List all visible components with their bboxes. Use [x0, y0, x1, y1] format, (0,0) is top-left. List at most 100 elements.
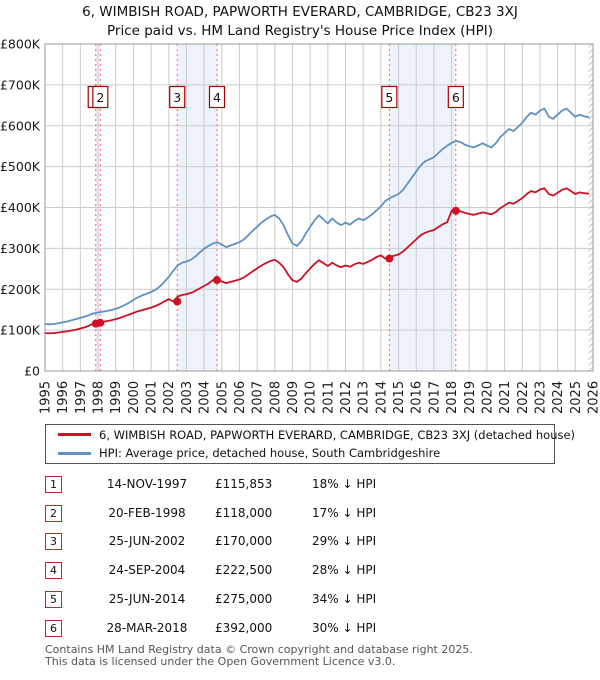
sale-row: 2 20-FEB-1998 £118,000 17% ↓ HPI	[45, 504, 555, 523]
sale-number-box	[169, 85, 186, 109]
sale-vs-hpi: 30% ↓ HPI	[312, 620, 377, 635]
x-axis-tick-label: 2014	[374, 381, 389, 414]
x-axis-tick-label: 2012	[339, 381, 354, 414]
sale-number-badge: 5	[45, 590, 62, 608]
hpi-line	[44, 107, 590, 326]
sale-date: 14-NOV-1997	[106, 477, 188, 491]
legend-swatch-hpi	[58, 451, 91, 455]
x-axis-tick-label: 2015	[392, 381, 407, 414]
x-axis-tick-label: 2024	[551, 381, 566, 414]
chart-subtitle: Price paid vs. HM Land Registry's House …	[107, 23, 493, 39]
sale-number-badge: 6	[45, 619, 62, 637]
y-axis-tick-label: £700K	[0, 77, 41, 92]
y-axis-tick-label: £400K	[0, 200, 41, 215]
x-axis-tick-label: 2025	[569, 381, 584, 414]
y-axis-tick-label: £300K	[0, 241, 41, 256]
sale-number-box-label: 3	[173, 90, 181, 105]
sale-price: £275,000	[215, 591, 273, 606]
x-axis-tick-label: 2008	[268, 381, 283, 414]
sale-price: £118,000	[215, 505, 273, 520]
x-axis-tick-label: 2004	[198, 381, 213, 414]
x-axis-tick-label: 2013	[357, 381, 372, 414]
sale-marker	[213, 276, 222, 285]
x-axis-tick-label: 2002	[162, 381, 177, 414]
legend-item: HPI: Average price, detached house, Sout…	[46, 445, 554, 462]
sale-number-box-label: 4	[213, 90, 221, 105]
sale-date: 28-MAR-2018	[106, 620, 188, 635]
y-axis-tick-label: £100K	[0, 323, 41, 338]
x-axis-tick-label: 2010	[304, 381, 319, 414]
y-axis-tick-label: £600K	[0, 118, 41, 133]
price-paid-line	[44, 187, 590, 335]
future-hatch-region	[588, 44, 593, 371]
sale-price: £392,000	[215, 620, 273, 635]
x-axis-tick-label: 1996	[56, 381, 71, 414]
sale-vs-hpi: 34% ↓ HPI	[312, 591, 377, 606]
legend-swatch-price-paid	[58, 433, 91, 437]
x-axis-tick-label: 2003	[180, 381, 195, 414]
sale-price: £115,853	[215, 477, 273, 491]
sale-date: 24-SEP-2004	[108, 563, 186, 578]
sale-number-box	[381, 85, 398, 109]
sale-number-box	[92, 85, 109, 109]
sale-number-badge: 1	[45, 476, 62, 493]
sale-row: 5 25-JUN-2014 £275,000 34% ↓ HPI	[45, 590, 555, 609]
chart-legend: 6, WIMBISH ROAD, PAPWORTH EVERARD, CAMBR…	[45, 424, 575, 464]
y-axis-tick-label: £500K	[0, 159, 41, 174]
x-axis-tick-label: 2011	[321, 381, 336, 414]
license-footer: Contains HM Land Registry data © Crown c…	[45, 644, 585, 667]
legend-label: 6, WIMBISH ROAD, PAPWORTH EVERARD, CAMBR…	[99, 427, 576, 442]
x-axis-tick-label: 2020	[480, 381, 495, 414]
sale-number-box-label: 5	[385, 90, 393, 105]
license-line-1: Contains HM Land Registry data © Crown c…	[45, 643, 473, 656]
sale-number-box-label: 6	[452, 90, 460, 105]
x-axis-tick-label: 1995	[39, 381, 54, 414]
sale-row: 4 24-SEP-2004 £222,500 28% ↓ HPI	[45, 562, 555, 580]
x-axis-tick-label: 2023	[533, 381, 548, 414]
sale-number-box	[208, 85, 226, 109]
sale-number-badge: 3	[45, 533, 62, 551]
x-axis-tick-label: 1997	[74, 381, 89, 414]
x-axis-tick-label: 2022	[516, 381, 531, 414]
sale-vs-hpi: 17% ↓ HPI	[312, 505, 377, 520]
sale-number-badge: 4	[45, 562, 62, 580]
sale-vs-hpi: 28% ↓ HPI	[312, 563, 377, 578]
x-axis-tick-label: 2005	[215, 381, 230, 414]
sale-date: 20-FEB-1998	[108, 505, 186, 520]
chart-title: 6, WIMBISH ROAD, PAPWORTH EVERARD, CAMBR…	[82, 4, 518, 20]
sale-marker	[385, 254, 394, 263]
sale-marker	[96, 318, 105, 327]
sale-date: 25-JUN-2002	[108, 534, 186, 549]
x-axis-tick-label: 2016	[410, 381, 425, 414]
sale-row: 1 14-NOV-1997 £115,853 18% ↓ HPI	[45, 476, 555, 494]
y-axis-tick-label: £0	[24, 364, 40, 379]
sale-number-box	[447, 85, 464, 109]
legend-label: HPI: Average price, detached house, Sout…	[99, 446, 441, 461]
x-axis-tick-label: 2001	[145, 381, 160, 414]
license-line-2: This data is licensed under the Open Gov…	[45, 654, 396, 668]
x-axis-tick-label: 1999	[109, 381, 124, 414]
y-axis-tick-label: £200K	[0, 282, 41, 297]
x-axis-tick-label: 2026	[587, 381, 600, 414]
sale-number-box-label: 2	[96, 90, 104, 105]
y-axis-tick-label: £800K	[0, 37, 41, 52]
x-axis-tick-label: 2018	[445, 381, 460, 414]
x-axis-tick-label: 2017	[427, 381, 442, 414]
sale-price: £170,000	[215, 534, 273, 549]
sale-row: 6 28-MAR-2018 £392,000 30% ↓ HPI	[45, 619, 555, 638]
x-axis-tick-label: 2021	[498, 381, 513, 414]
x-axis-tick-label: 2007	[251, 381, 266, 414]
sale-vs-hpi: 18% ↓ HPI	[312, 477, 377, 491]
x-axis-tick-label: 2019	[463, 381, 478, 414]
x-axis-tick-label: 2006	[233, 381, 248, 414]
sale-row: 3 25-JUN-2002 £170,000 29% ↓ HPI	[45, 533, 555, 551]
legend-item: 6, WIMBISH ROAD, PAPWORTH EVERARD, CAMBR…	[46, 426, 575, 443]
x-axis-tick-label: 1998	[92, 381, 107, 414]
x-axis-tick-label: 2009	[286, 381, 301, 414]
plot-border	[44, 43, 594, 372]
sale-marker	[173, 297, 182, 306]
sale-marker	[451, 206, 460, 215]
sale-price: £222,500	[215, 563, 273, 578]
price-chart: 123456£0£100K£200K£300K£400K£500K£600K£7…	[0, 37, 600, 415]
